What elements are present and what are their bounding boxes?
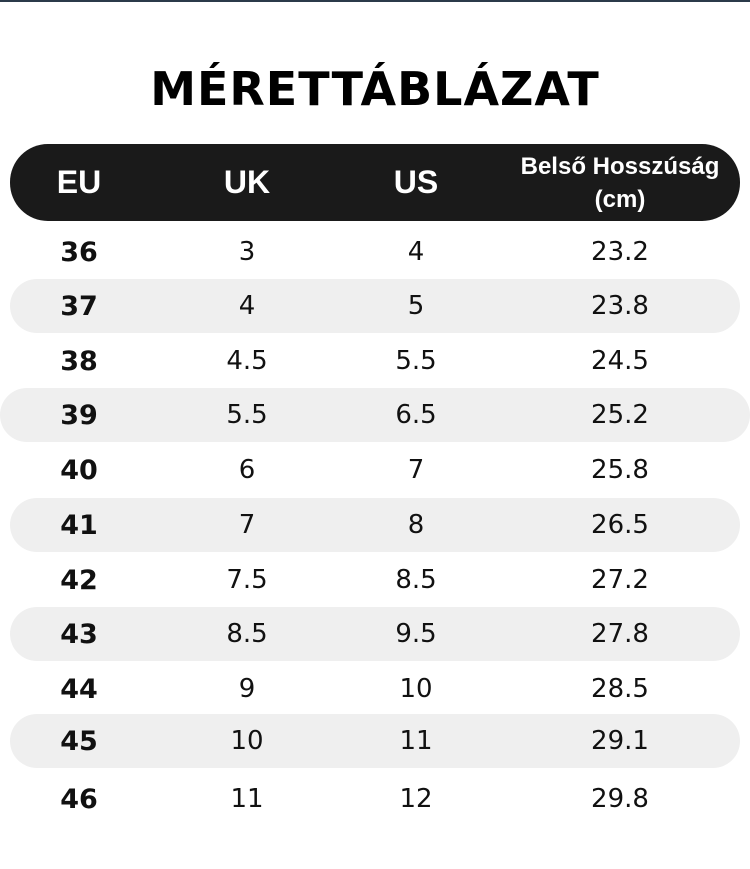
cell-uk: 7.5 [226,565,268,595]
cell-uk: 11 [230,784,264,814]
table-row: 41 7 8 26.5 [10,498,740,552]
header-us: US [393,164,439,200]
cell-inner-length: 23.2 [591,237,649,267]
cell-inner-length: 29.1 [591,726,649,756]
cell-eu: 46 [60,783,98,815]
cell-us: 11 [399,726,433,756]
cell-uk: 9 [238,674,256,704]
cell-eu: 37 [60,290,98,322]
cell-inner-length: 24.5 [591,346,649,376]
header-uk: UK [223,164,271,200]
table-row: 42 7.5 8.5 27.2 [10,553,740,607]
cell-uk: 7 [238,510,256,540]
cell-eu: 45 [60,725,98,757]
cell-inner-length: 25.2 [591,400,649,430]
cell-inner-length: 26.5 [591,510,649,540]
table-header: EU UK US Belső Hosszúság (cm) [10,144,740,221]
cell-uk: 4 [238,291,256,321]
table-row: 38 4.5 5.5 24.5 [10,334,740,388]
cell-us: 5.5 [395,346,437,376]
cell-us: 7 [407,455,425,485]
cell-uk: 6 [238,455,256,485]
page-title: MÉRETTÁBLÁZAT [150,62,600,116]
table-row: 45 10 11 29.1 [10,714,740,768]
cell-uk: 5.5 [226,400,268,430]
cell-inner-length: 27.2 [591,565,649,595]
cell-inner-length: 23.8 [591,291,649,321]
cell-uk: 3 [238,237,256,267]
cell-inner-length: 28.5 [591,674,649,704]
cell-eu: 38 [60,345,98,377]
cell-us: 10 [399,674,433,704]
cell-us: 6.5 [395,400,437,430]
cell-us: 8.5 [395,565,437,595]
cell-uk: 4.5 [226,346,268,376]
cell-eu: 40 [60,454,98,486]
table-row: 46 11 12 29.8 [10,772,740,826]
cell-us: 4 [407,237,425,267]
table-row: 36 3 4 23.2 [10,225,740,279]
cell-inner-length: 25.8 [591,455,649,485]
cell-us: 5 [407,291,425,321]
cell-eu: 43 [60,618,98,650]
table-row: 39 5.5 6.5 25.2 [0,388,750,442]
table-row: 37 4 5 23.8 [10,279,740,333]
header-inner-length-line1: Belső Hosszúság [520,152,720,180]
header-inner-length: Belső Hosszúság (cm) [500,144,740,221]
table-row: 40 6 7 25.8 [10,443,740,497]
cell-us: 8 [407,510,425,540]
cell-uk: 8.5 [226,619,268,649]
cell-eu: 36 [60,236,98,268]
cell-us: 9.5 [395,619,437,649]
cell-us: 12 [399,784,433,814]
top-divider [0,0,750,2]
table-row: 43 8.5 9.5 27.8 [10,607,740,661]
table-row: 44 9 10 28.5 [10,662,740,716]
cell-eu: 39 [60,399,98,431]
header-eu: EU [56,164,102,200]
cell-eu: 44 [60,673,98,705]
header-inner-length-line2: (cm) [594,185,646,213]
cell-inner-length: 29.8 [591,784,649,814]
cell-uk: 10 [230,726,264,756]
cell-inner-length: 27.8 [591,619,649,649]
cell-eu: 42 [60,564,98,596]
cell-eu: 41 [60,509,98,541]
